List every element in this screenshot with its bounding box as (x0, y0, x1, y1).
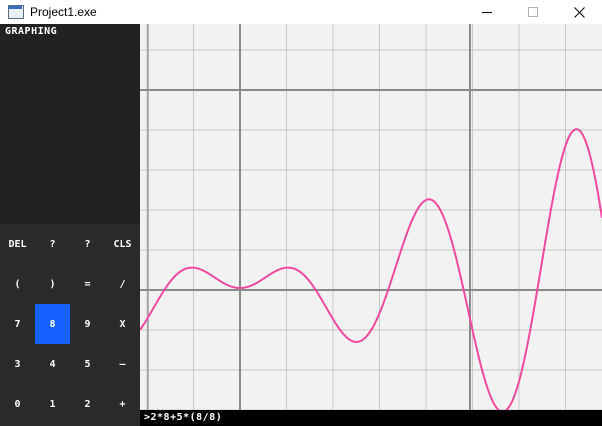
app-icon (8, 5, 24, 19)
title-bar: Project1.exe (0, 0, 602, 24)
key-unknown-2[interactable]: ? (84, 238, 91, 250)
left-panel: GRAPHING DEL ? ? CLS ( ) = / 7 8 9 X 3 4… (0, 24, 140, 426)
command-line[interactable]: >2*8+5*(8/8) (140, 410, 602, 426)
key-3[interactable]: 3 (14, 358, 21, 370)
key-2[interactable]: 2 (84, 398, 91, 410)
key-equals[interactable]: = (84, 278, 91, 290)
key-minus[interactable]: – (119, 358, 126, 370)
mode-label: GRAPHING (5, 26, 58, 37)
key-8[interactable]: 8 (35, 304, 70, 344)
key-cls[interactable]: CLS (113, 238, 132, 250)
key-close-paren[interactable]: ) (49, 278, 56, 290)
keypad: DEL ? ? CLS ( ) = / 7 8 9 X 3 4 5 – 0 1 … (0, 224, 140, 426)
function-curve (140, 128, 602, 410)
maximize-icon (528, 7, 538, 17)
key-del[interactable]: DEL (8, 238, 27, 250)
key-9[interactable]: 9 (84, 318, 91, 330)
key-unknown-1[interactable]: ? (49, 238, 56, 250)
close-icon (573, 6, 585, 18)
key-5[interactable]: 5 (84, 358, 91, 370)
key-open-paren[interactable]: ( (14, 278, 21, 290)
minor-grid (140, 24, 602, 410)
key-0[interactable]: 0 (14, 398, 21, 410)
key-7[interactable]: 7 (14, 318, 21, 330)
minimize-icon (482, 12, 492, 13)
maximize-button[interactable] (510, 0, 556, 24)
key-1[interactable]: 1 (49, 398, 56, 410)
key-divide[interactable]: / (119, 278, 126, 290)
minimize-button[interactable] (464, 0, 510, 24)
graph-canvas[interactable] (140, 24, 602, 410)
key-4[interactable]: 4 (49, 358, 56, 370)
key-multiply[interactable]: X (119, 318, 126, 330)
key-plus[interactable]: + (119, 398, 126, 410)
window-title: Project1.exe (30, 5, 97, 19)
major-grid (140, 24, 602, 410)
graph-plot (140, 24, 602, 410)
close-button[interactable] (556, 0, 602, 24)
